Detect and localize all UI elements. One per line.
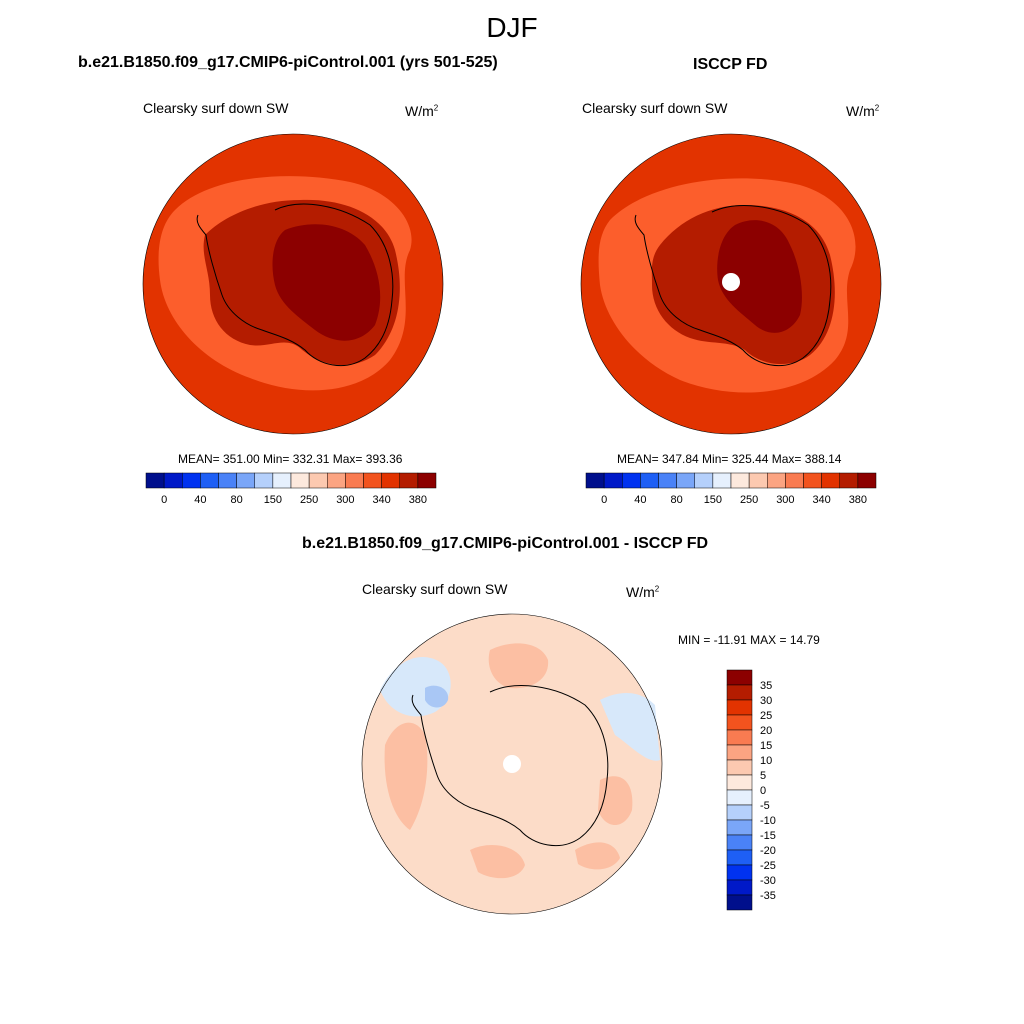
- obs-colorbar-tick-label: 340: [812, 494, 830, 506]
- diff-colorbar-tick-label: -10: [760, 815, 776, 827]
- model-colorbar-tick-label: 80: [231, 494, 243, 506]
- diff-colorbar-tick-label: 15: [760, 740, 772, 752]
- diff-pos-region-e: [575, 842, 620, 870]
- diff-colorbar-tick-label: 0: [760, 785, 766, 797]
- diff-colorbar-box: [726, 759, 753, 776]
- diff-colorbar-tick-label: -15: [760, 830, 776, 842]
- model-units-label: W/m2: [405, 103, 439, 119]
- diff-colorbar-box: [726, 879, 753, 896]
- obs-units-label: W/m2: [846, 103, 880, 119]
- model-panel-title: b.e21.B1850.f09_g17.CMIP6-piControl.001 …: [78, 54, 498, 71]
- obs-colorbar-tick-label: 80: [671, 494, 683, 506]
- obs-colorbar-box: [857, 472, 877, 489]
- diff-colorbar-tick-label: 10: [760, 755, 772, 767]
- model-colorbar-tick-label: 0: [161, 494, 167, 506]
- model-coastline: [196, 203, 394, 366]
- diff-coastline: [411, 685, 609, 846]
- diff-pos-region-ne: [598, 776, 633, 825]
- diff-pole-hole: [503, 755, 521, 773]
- diff-colorbar-box: [726, 834, 753, 851]
- diff-colorbar-box: [726, 714, 753, 731]
- diff-colorbar-tick-label: -25: [760, 860, 776, 872]
- diff-colorbar-tick-label: 25: [760, 710, 772, 722]
- diff-colorbar-box: [726, 789, 753, 806]
- model-colorbar-tick-label: 40: [194, 494, 206, 506]
- diff-panel-title: b.e21.B1850.f09_g17.CMIP6-piControl.001 …: [302, 535, 709, 552]
- obs-coastline: [634, 205, 832, 366]
- obs-colorbar-tick-label: 300: [776, 494, 794, 506]
- obs-panel-title: ISCCP FD: [693, 56, 768, 73]
- diff-colorbar-box: [726, 894, 753, 911]
- diff-colorbar-box: [726, 774, 753, 791]
- model-colorbar-tick-label: 150: [264, 494, 282, 506]
- diff-colorbar-box: [726, 819, 753, 836]
- diff-colorbar-box: [726, 669, 753, 686]
- diff-colorbar-box: [726, 729, 753, 746]
- diff-colorbar-tick-label: -5: [760, 800, 770, 812]
- obs-stats: MEAN= 347.84 Min= 325.44 Max= 388.14: [617, 452, 842, 466]
- obs-colorbar-tick-label: 380: [849, 494, 867, 506]
- diff-map-field: [361, 613, 663, 915]
- diff-colorbar-box: [726, 864, 753, 881]
- diff-neg-region-se: [600, 693, 660, 761]
- model-stats: MEAN= 351.00 Min= 332.31 Max= 393.36: [178, 452, 403, 466]
- obs-colorbar-tick-label: 0: [601, 494, 607, 506]
- obs-variable-label: Clearsky surf down SW: [582, 100, 728, 116]
- diff-colorbar-tick-label: 20: [760, 725, 772, 737]
- diff-colorbar-box: [726, 804, 753, 821]
- diff-colorbar-box: [726, 744, 753, 761]
- diff-colorbar-tick-label: -20: [760, 845, 776, 857]
- model-map-field: [142, 133, 444, 435]
- diff-colorbar-box: [726, 849, 753, 866]
- diff-variable-label: Clearsky surf down SW: [362, 581, 508, 597]
- diff-pos-region-s: [470, 845, 525, 879]
- obs-colorbar-tick-label: 250: [740, 494, 758, 506]
- diff-colorbar-tick-label: 35: [760, 680, 772, 692]
- obs-map-field: [580, 133, 882, 435]
- model-colorbar-tick-label: 300: [336, 494, 354, 506]
- diff-pos-region-w: [384, 722, 428, 830]
- diff-neg-spot: [425, 685, 449, 708]
- model-colorbar-box: [417, 472, 437, 489]
- model-colorbar-tick-label: 340: [372, 494, 390, 506]
- diff-stats: MIN = -11.91 MAX = 14.79: [678, 633, 820, 647]
- diff-units-label: W/m2: [626, 584, 660, 600]
- diff-colorbar-box: [726, 699, 753, 716]
- model-variable-label: Clearsky surf down SW: [143, 100, 289, 116]
- model-colorbar-tick-label: 380: [409, 494, 427, 506]
- diff-colorbar-tick-label: -30: [760, 875, 776, 887]
- obs-inner-plateau: [717, 220, 802, 333]
- obs-colorbar-tick-label: 150: [704, 494, 722, 506]
- model-inner-plateau: [272, 224, 381, 341]
- diff-colorbar-box: [726, 684, 753, 701]
- main-title: DJF: [486, 12, 538, 43]
- diff-colorbar-tick-label: -35: [760, 890, 776, 902]
- obs-colorbar-tick-label: 40: [634, 494, 646, 506]
- diff-pos-region-n: [488, 643, 549, 689]
- diff-colorbar-tick-label: 30: [760, 695, 772, 707]
- diff-colorbar-tick-label: 5: [760, 770, 766, 782]
- obs-pole-hole: [722, 273, 740, 291]
- model-colorbar-tick-label: 250: [300, 494, 318, 506]
